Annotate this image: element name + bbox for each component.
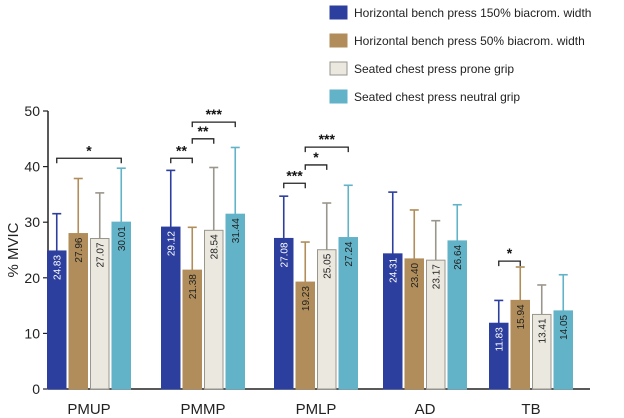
bar	[90, 237, 110, 390]
y-tick-label: 10	[24, 325, 40, 341]
bar-value-label: 19.23	[301, 286, 312, 311]
legend-swatch	[329, 33, 348, 48]
x-category-label: TB	[521, 401, 540, 418]
significance-label: *	[313, 149, 319, 165]
bar-value-label: 27.07	[95, 242, 106, 267]
y-tick-label: 40	[24, 159, 40, 175]
significance-bracket	[191, 121, 236, 128]
bar	[274, 237, 294, 390]
bar-value-label: 11.83	[494, 327, 505, 352]
legend-swatch	[329, 5, 348, 20]
bar-value-label: 27.24	[344, 241, 355, 266]
y-tick-label: 50	[24, 103, 40, 119]
x-category-label: PMLP	[296, 401, 337, 418]
legend-swatch	[329, 61, 348, 76]
bar	[47, 250, 67, 390]
legend-label: Seated chest press neutral grip	[354, 90, 520, 104]
legend-label: Horizontal bench press 150% biacrom. wid…	[354, 6, 591, 20]
bar	[447, 240, 467, 390]
bar	[111, 221, 131, 390]
bar	[161, 226, 181, 390]
bar-value-label: 14.05	[559, 314, 570, 339]
bar	[182, 269, 202, 390]
significance-bracket	[170, 157, 193, 164]
bar-value-label: 28.54	[209, 234, 220, 259]
bar	[383, 253, 403, 390]
bars: 24.83 29.12 27.08 24.31 11.83 27.96 21.38 19.23…	[47, 146, 573, 390]
bar	[510, 299, 530, 390]
bar-value-label: 30.01	[117, 226, 128, 251]
significance-label: *	[86, 142, 92, 158]
y-axis-label: % MVIC	[5, 222, 22, 277]
significance-markers: * ***************	[56, 106, 521, 267]
y-tick-label: 30	[24, 214, 40, 230]
significance-label: ***	[286, 167, 303, 183]
legend-label: Seated chest press prone grip	[354, 62, 514, 76]
bar-value-label: 27.96	[74, 237, 85, 262]
bar-value-label: 23.17	[431, 264, 442, 289]
bar	[553, 310, 573, 390]
x-category-label: AD	[415, 401, 436, 418]
bar	[204, 229, 224, 390]
bar-value-label: 24.83	[52, 255, 63, 280]
significance-bracket	[304, 146, 349, 153]
significance-bracket	[283, 182, 306, 189]
bar-value-label: 25.05	[322, 253, 333, 278]
bar	[68, 233, 88, 390]
bar	[317, 249, 337, 390]
bar	[338, 237, 358, 390]
bar-value-label: 24.31	[388, 257, 399, 282]
significance-label: **	[176, 142, 187, 158]
x-category-label: PMUP	[67, 401, 110, 418]
bar-value-label: 21.38	[188, 274, 199, 299]
bar	[426, 259, 446, 390]
legend: Horizontal bench press 150% biacrom. wid…	[329, 5, 591, 104]
significance-label: **	[198, 123, 209, 139]
bar	[225, 213, 245, 390]
bar	[489, 322, 509, 390]
axes: 0 10 20 30 40 50 PMUP PMMP PMLP AD TB	[24, 103, 590, 418]
significance-bracket	[304, 164, 328, 170]
bar	[532, 313, 552, 390]
bar	[295, 281, 315, 390]
bar-value-label: 15.94	[516, 304, 527, 329]
bar-value-label: 29.12	[166, 231, 177, 256]
significance-label: *	[507, 245, 513, 261]
significance-bracket	[56, 157, 122, 164]
x-category-label: PMMP	[181, 401, 226, 418]
y-tick-label: 0	[32, 381, 40, 397]
bar-value-label: 27.08	[279, 242, 290, 267]
legend-swatch	[329, 89, 348, 104]
significance-bracket	[498, 260, 521, 267]
significance-label: ***	[206, 106, 223, 122]
y-tick-label: 20	[24, 270, 40, 286]
significance-bracket	[191, 138, 215, 144]
bar-value-label: 13.41	[537, 318, 548, 343]
bar-value-label: 23.40	[410, 262, 421, 287]
significance-label: ***	[319, 131, 336, 147]
bar-value-label: 26.64	[453, 244, 464, 269]
bar-value-label: 31.44	[231, 218, 242, 243]
bar	[404, 258, 424, 390]
legend-label: Horizontal bench press 50% biacrom. widt…	[354, 34, 585, 48]
